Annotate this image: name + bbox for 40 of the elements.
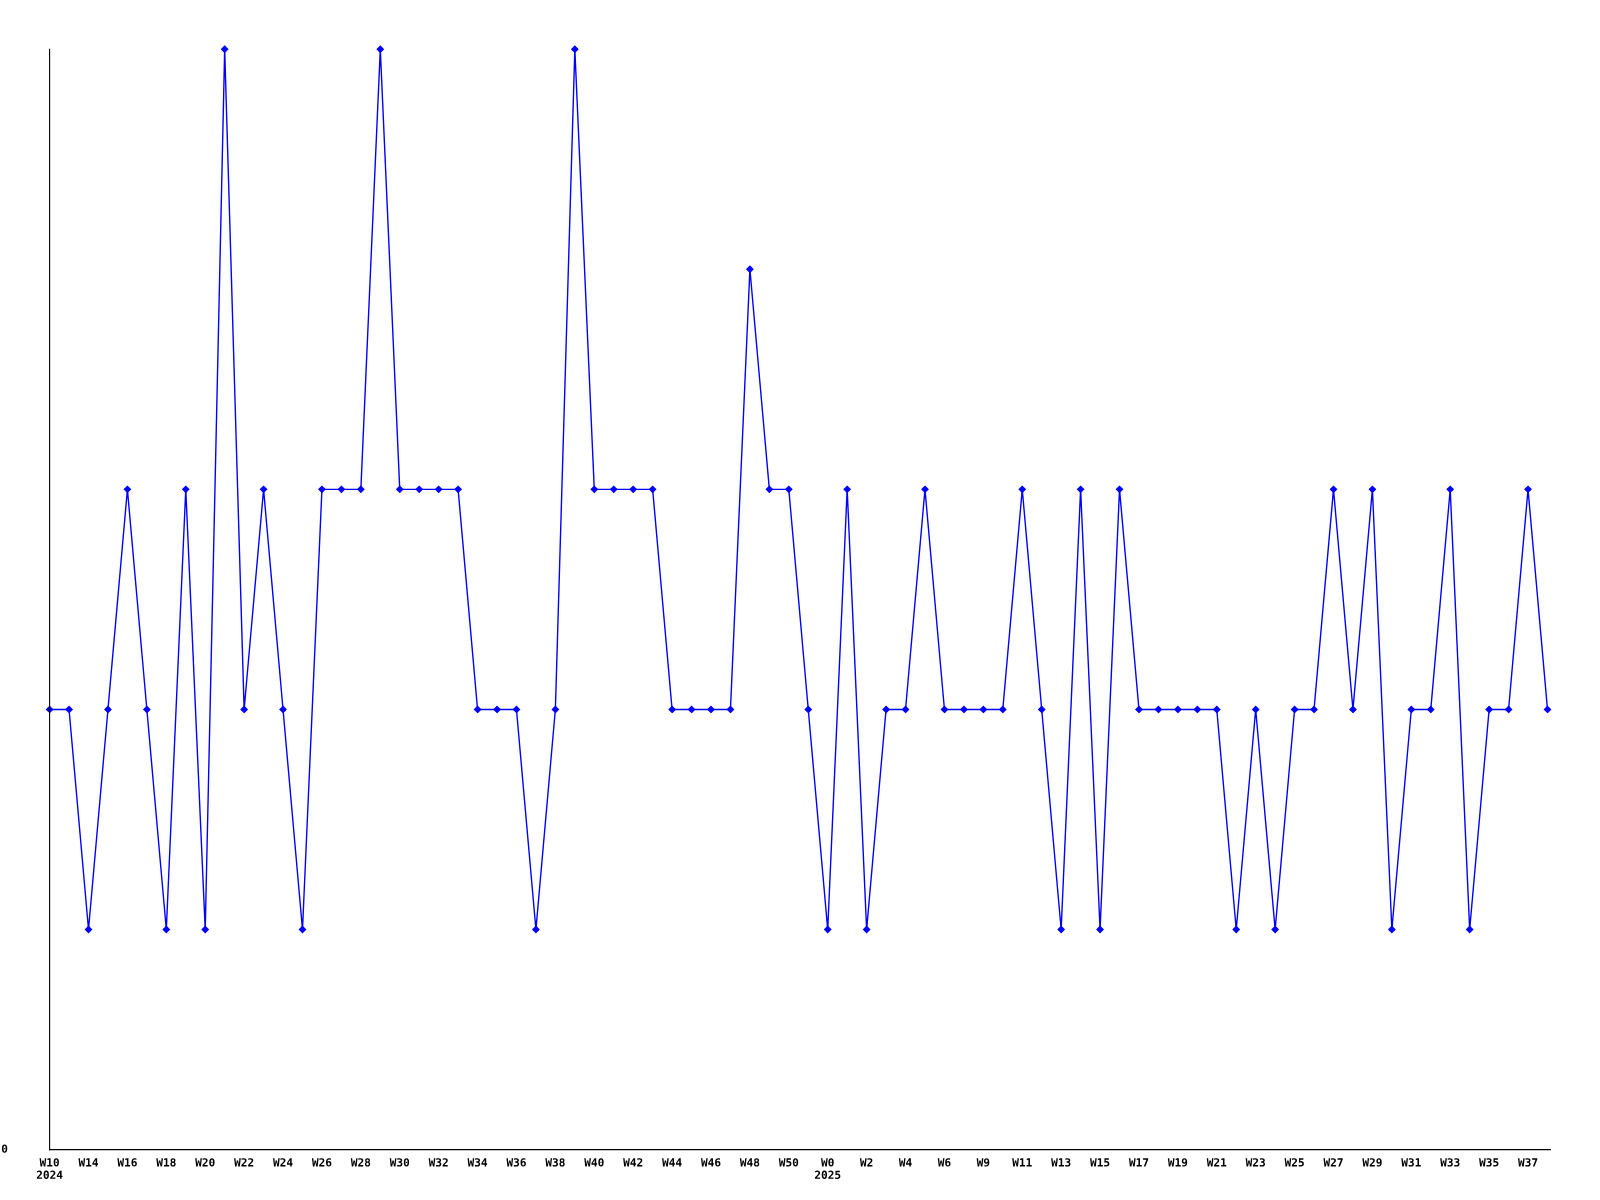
x-tick-label: W30	[389, 1158, 410, 1167]
text: 0	[1, 1144, 8, 1153]
x-tick-label: W13	[1051, 1158, 1071, 1167]
x-tick-label: W34	[467, 1158, 488, 1167]
x-tick-label: W9	[976, 1158, 990, 1167]
x-tick-label: W2	[859, 1158, 873, 1167]
x-tick-label: W46	[700, 1158, 721, 1167]
x-tick-label: W21	[1206, 1158, 1227, 1167]
x-tick-label: W36	[506, 1158, 526, 1167]
x-tick-label: W20	[195, 1158, 215, 1167]
x-tick-label: W0 2025	[814, 1158, 841, 1179]
x-tick-label: W10 2024	[36, 1158, 63, 1179]
x-tick-label: W22	[234, 1158, 254, 1167]
x-tick-label: W32	[428, 1158, 448, 1167]
x-tick-label: W44	[662, 1158, 682, 1167]
x-tick-label: W6	[937, 1158, 951, 1167]
x-tick-label: W38	[545, 1158, 565, 1167]
x-tick-label: W19	[1167, 1158, 1188, 1167]
x-tick-label: W25	[1284, 1158, 1304, 1167]
x-tick-label: W33	[1440, 1158, 1460, 1167]
x-tick-label: W48	[739, 1158, 760, 1167]
x-tick-label: W23	[1245, 1158, 1265, 1167]
x-tick-label: W50	[778, 1158, 799, 1167]
x-tick-label: W40	[584, 1158, 604, 1167]
x-tick-label: W35	[1479, 1158, 1499, 1167]
x-tick-label: W4	[898, 1158, 912, 1167]
x-tick-label: W37	[1518, 1158, 1538, 1167]
x-tick-label: W27	[1323, 1158, 1343, 1167]
x-tick-label: W11	[1012, 1158, 1032, 1167]
x-tick-label: W15	[1090, 1158, 1110, 1167]
x-tick-label: W26	[311, 1158, 332, 1167]
x-tick-label: W28	[350, 1158, 371, 1167]
x-tick-label: W29	[1362, 1158, 1382, 1167]
x-tick-label: W18	[156, 1158, 176, 1167]
x-tick-label: W31	[1401, 1158, 1421, 1167]
x-tick-label: W42	[623, 1158, 643, 1167]
x-tick-label: W17	[1128, 1158, 1149, 1167]
x-tick-label: W16	[117, 1158, 137, 1167]
x-tick-label: W24	[273, 1158, 293, 1167]
x-tick-label: W14	[78, 1158, 99, 1167]
